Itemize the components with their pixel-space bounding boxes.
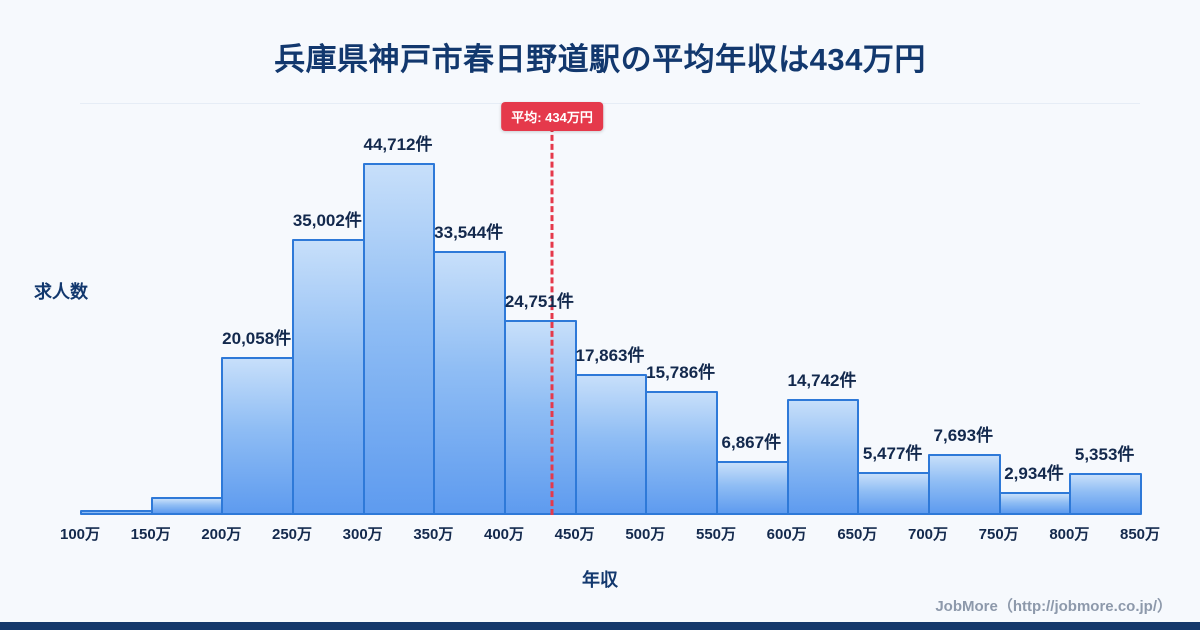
x-tick-label: 450万	[554, 526, 595, 543]
bar-value-label: 7,693件	[933, 426, 994, 446]
histogram-bar	[362, 163, 436, 515]
histogram-bar	[150, 496, 224, 515]
x-tick-label: 700万	[907, 526, 949, 543]
bar-value-label: 33,544件	[434, 222, 504, 242]
histogram-bar	[433, 250, 506, 515]
x-tick-label: 500万	[625, 526, 666, 543]
x-tick-label: 200万	[201, 526, 242, 543]
histogram-bar	[221, 357, 294, 515]
histogram-bar	[716, 460, 789, 515]
x-tick-label: 850万	[1119, 526, 1161, 543]
histogram-bar	[1069, 472, 1142, 515]
histogram-bar	[786, 398, 860, 515]
x-tick-label: 550万	[695, 526, 737, 543]
histogram-bar	[574, 374, 648, 515]
x-tick-label: 350万	[413, 526, 454, 543]
x-tick-label: 600万	[766, 526, 807, 543]
bar-value-label: 35,002件	[292, 211, 362, 231]
average-badge: 平均: 434万円	[501, 102, 603, 131]
histogram-bar	[857, 471, 930, 515]
bar-value-label: 20,058件	[222, 329, 292, 349]
x-tick-label: 750万	[978, 526, 1019, 543]
bar-value-label: 5,353件	[1074, 444, 1135, 464]
x-axis-label: 年収	[582, 570, 618, 590]
x-tick-label: 100万	[59, 526, 101, 543]
x-tick-label: 800万	[1049, 526, 1090, 543]
x-tick-label: 400万	[483, 526, 525, 543]
x-tick-label: 250万	[271, 526, 313, 543]
bar-value-label: 17,863件	[575, 346, 645, 366]
footer-credit: JobMore（http://jobmore.co.jp/）	[935, 598, 1172, 615]
histogram-bar	[292, 239, 365, 515]
bar-value-label: 44,712件	[363, 135, 433, 154]
histogram-bar	[928, 454, 1001, 515]
histogram-bar	[998, 491, 1072, 515]
histogram-bar	[645, 390, 718, 515]
chart-title: 兵庫県神戸市春日野道駅の平均年収は434万円	[274, 42, 926, 77]
bar-value-label: 5,477件	[862, 443, 923, 463]
bar-value-label: 2,934件	[1004, 463, 1064, 483]
y-axis-label: 求人数	[34, 282, 88, 302]
histogram-bar	[80, 510, 153, 515]
bar-value-label: 14,742件	[787, 370, 857, 390]
plot-area: 平均: 434万円 20,058件 35,002件 44,712件 33,544件 24…	[60, 100, 1160, 543]
histogram-bar	[504, 320, 577, 515]
bottom-accent-bar	[0, 622, 1200, 630]
bar-value-label: 15,786件	[646, 362, 716, 382]
bar-value-label: 24,751件	[504, 292, 574, 312]
x-tick-label: 650万	[837, 526, 878, 543]
x-tick-label: 150万	[130, 526, 171, 543]
average-line	[550, 126, 554, 515]
bar-value-label: 6,867件	[721, 432, 782, 452]
x-tick-label: 300万	[342, 526, 383, 543]
